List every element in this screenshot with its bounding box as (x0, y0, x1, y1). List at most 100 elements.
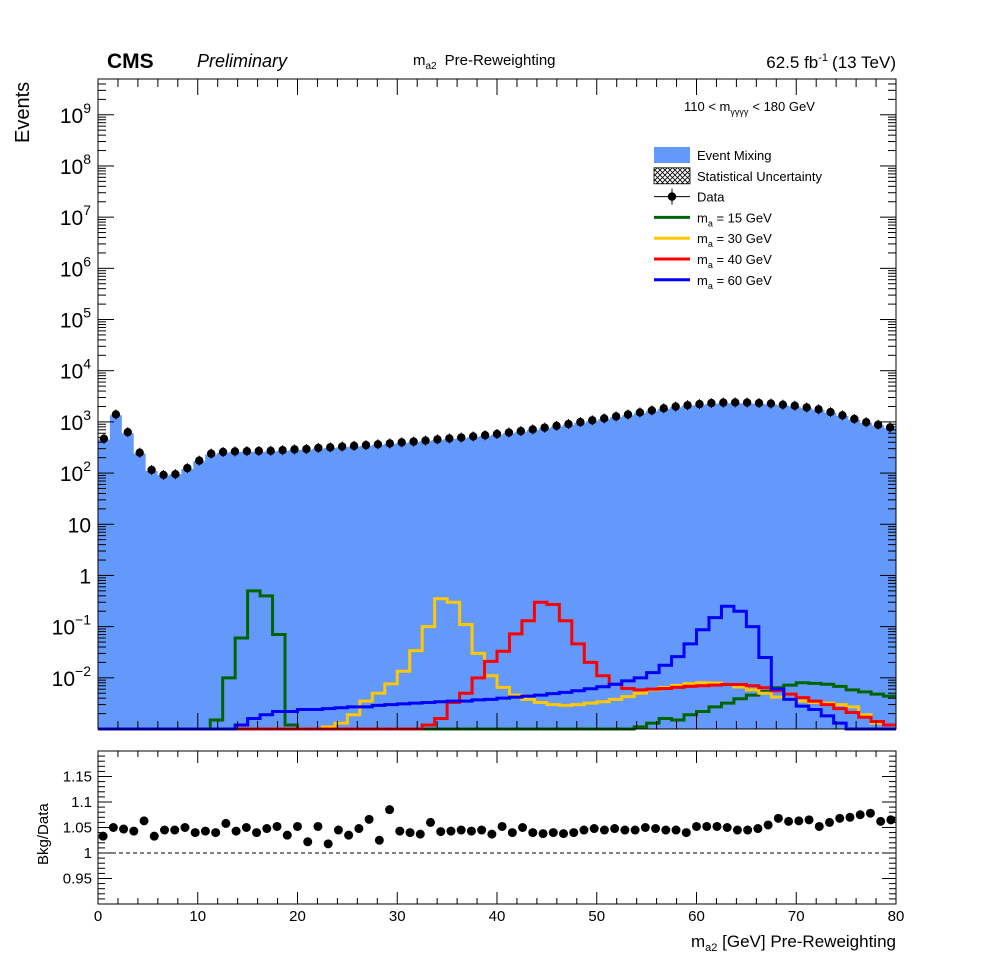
ratio-point (702, 821, 712, 831)
legend-entry-6: ma = 60 GeV (654, 273, 772, 291)
y-tick-label: 108 (60, 151, 91, 179)
ratio-point (446, 826, 456, 836)
y-tick-label: 10 (68, 514, 91, 537)
x-tick-label: 10 (189, 908, 206, 925)
axis-ticks: 10−2 10−1 1 10 102 103 104 105 106 107 108 109 0 10 20… (52, 79, 904, 925)
ratio-point (681, 828, 691, 838)
data-point (671, 402, 680, 411)
ratio-point (651, 824, 661, 834)
svg-text:ma = 60 GeV: ma = 60 GeV (697, 273, 772, 291)
data-point (754, 398, 764, 408)
data-point (826, 407, 835, 417)
ratio-pad-frame (97, 750, 897, 905)
legend-entry-5: ma = 40 GeV (654, 252, 772, 270)
x-tick-label: 30 (389, 908, 406, 925)
ratio-point (569, 828, 579, 838)
ratio-point (211, 828, 221, 838)
ratio-point (692, 821, 701, 831)
ratio-point (559, 829, 568, 839)
ratio-point (98, 831, 108, 841)
ratio-point (252, 828, 262, 838)
data-point (135, 448, 144, 457)
data-point (373, 440, 383, 449)
ratio-tick-label: 1 (84, 845, 92, 862)
ratio-point (743, 825, 753, 835)
data-point (623, 410, 633, 419)
legend-entry-0: Event Mixing (654, 147, 771, 163)
svg-text:Data: Data (697, 190, 725, 205)
y-tick-label: 10−1 (52, 612, 92, 640)
preliminary-label: Preliminary (197, 51, 288, 71)
data-point (838, 411, 847, 420)
data-point (635, 408, 645, 417)
data-point (421, 436, 430, 445)
ratio-point (477, 825, 487, 835)
selection-label: 110 < mγγγγ < 180 GeV (684, 99, 815, 117)
data-point (314, 443, 323, 453)
y-tick-label: 103 (60, 407, 91, 435)
data-point (492, 429, 502, 439)
data-point (552, 421, 561, 431)
ratio-point (712, 821, 722, 831)
x-axis-title: ma2 [GeV] Pre-Reweighting (691, 932, 896, 954)
data-point (290, 445, 299, 454)
data-point (731, 398, 740, 407)
data-point (159, 470, 168, 480)
ratio-point (108, 823, 118, 832)
ratio-point (323, 839, 333, 849)
data-point (302, 444, 311, 454)
data-point (540, 423, 549, 432)
legend: Event Mixing Statistical Uncertainty Data m… (653, 147, 822, 291)
ratio-point (160, 825, 169, 835)
ratio-point (487, 829, 497, 839)
data-point (99, 434, 109, 443)
ratio-point (262, 824, 272, 834)
x-tick-label: 20 (289, 908, 306, 925)
cms-label: CMS (107, 50, 154, 73)
x-tick-label: 50 (588, 908, 605, 925)
background-histogram (98, 403, 896, 729)
ratio-point (732, 825, 742, 835)
ratio-point (825, 817, 834, 827)
ratio-point (129, 826, 139, 836)
ratio-point (579, 825, 589, 835)
x-tick-label: 40 (489, 908, 506, 925)
legend-entry-1: Statistical Uncertainty (653, 167, 822, 185)
ratio-point (814, 821, 824, 831)
ratio-point (876, 816, 886, 826)
ratio-point (426, 817, 435, 827)
ratio-tick-label: 1.05 (63, 820, 92, 837)
ratio-point (671, 825, 681, 835)
ratio-point (865, 808, 875, 818)
data-point (385, 439, 395, 448)
data-point (802, 403, 811, 412)
ratio-point (415, 829, 425, 839)
ratio-point (599, 825, 609, 835)
ratio-points (98, 805, 896, 854)
data-point (349, 441, 359, 451)
ratio-point (139, 816, 149, 826)
luminosity-label: 62.5 fb-1 (13 TeV) (766, 52, 896, 72)
ratio-point (149, 831, 159, 841)
data-point (445, 434, 454, 443)
ratio-point (190, 828, 200, 838)
ratio-point (518, 823, 528, 832)
ratio-point (364, 814, 374, 824)
ratio-point (200, 826, 210, 836)
ratio-point (630, 825, 640, 835)
y-tick-label: 109 (60, 100, 91, 128)
data-point (468, 432, 478, 441)
ratio-point (794, 816, 804, 826)
ratio-point (753, 824, 763, 834)
data-point (588, 416, 597, 425)
ratio-point (241, 823, 251, 832)
x-tick-label: 70 (788, 908, 805, 925)
ratio-point (855, 810, 865, 820)
data-point (790, 401, 799, 410)
ratio-tick-label: 1.15 (63, 769, 92, 786)
data-point (564, 419, 573, 429)
data-point (647, 406, 657, 415)
x-tick-label: 0 (94, 908, 102, 925)
data-point (873, 420, 883, 429)
legend-entry-4: ma = 30 GeV (654, 231, 772, 249)
